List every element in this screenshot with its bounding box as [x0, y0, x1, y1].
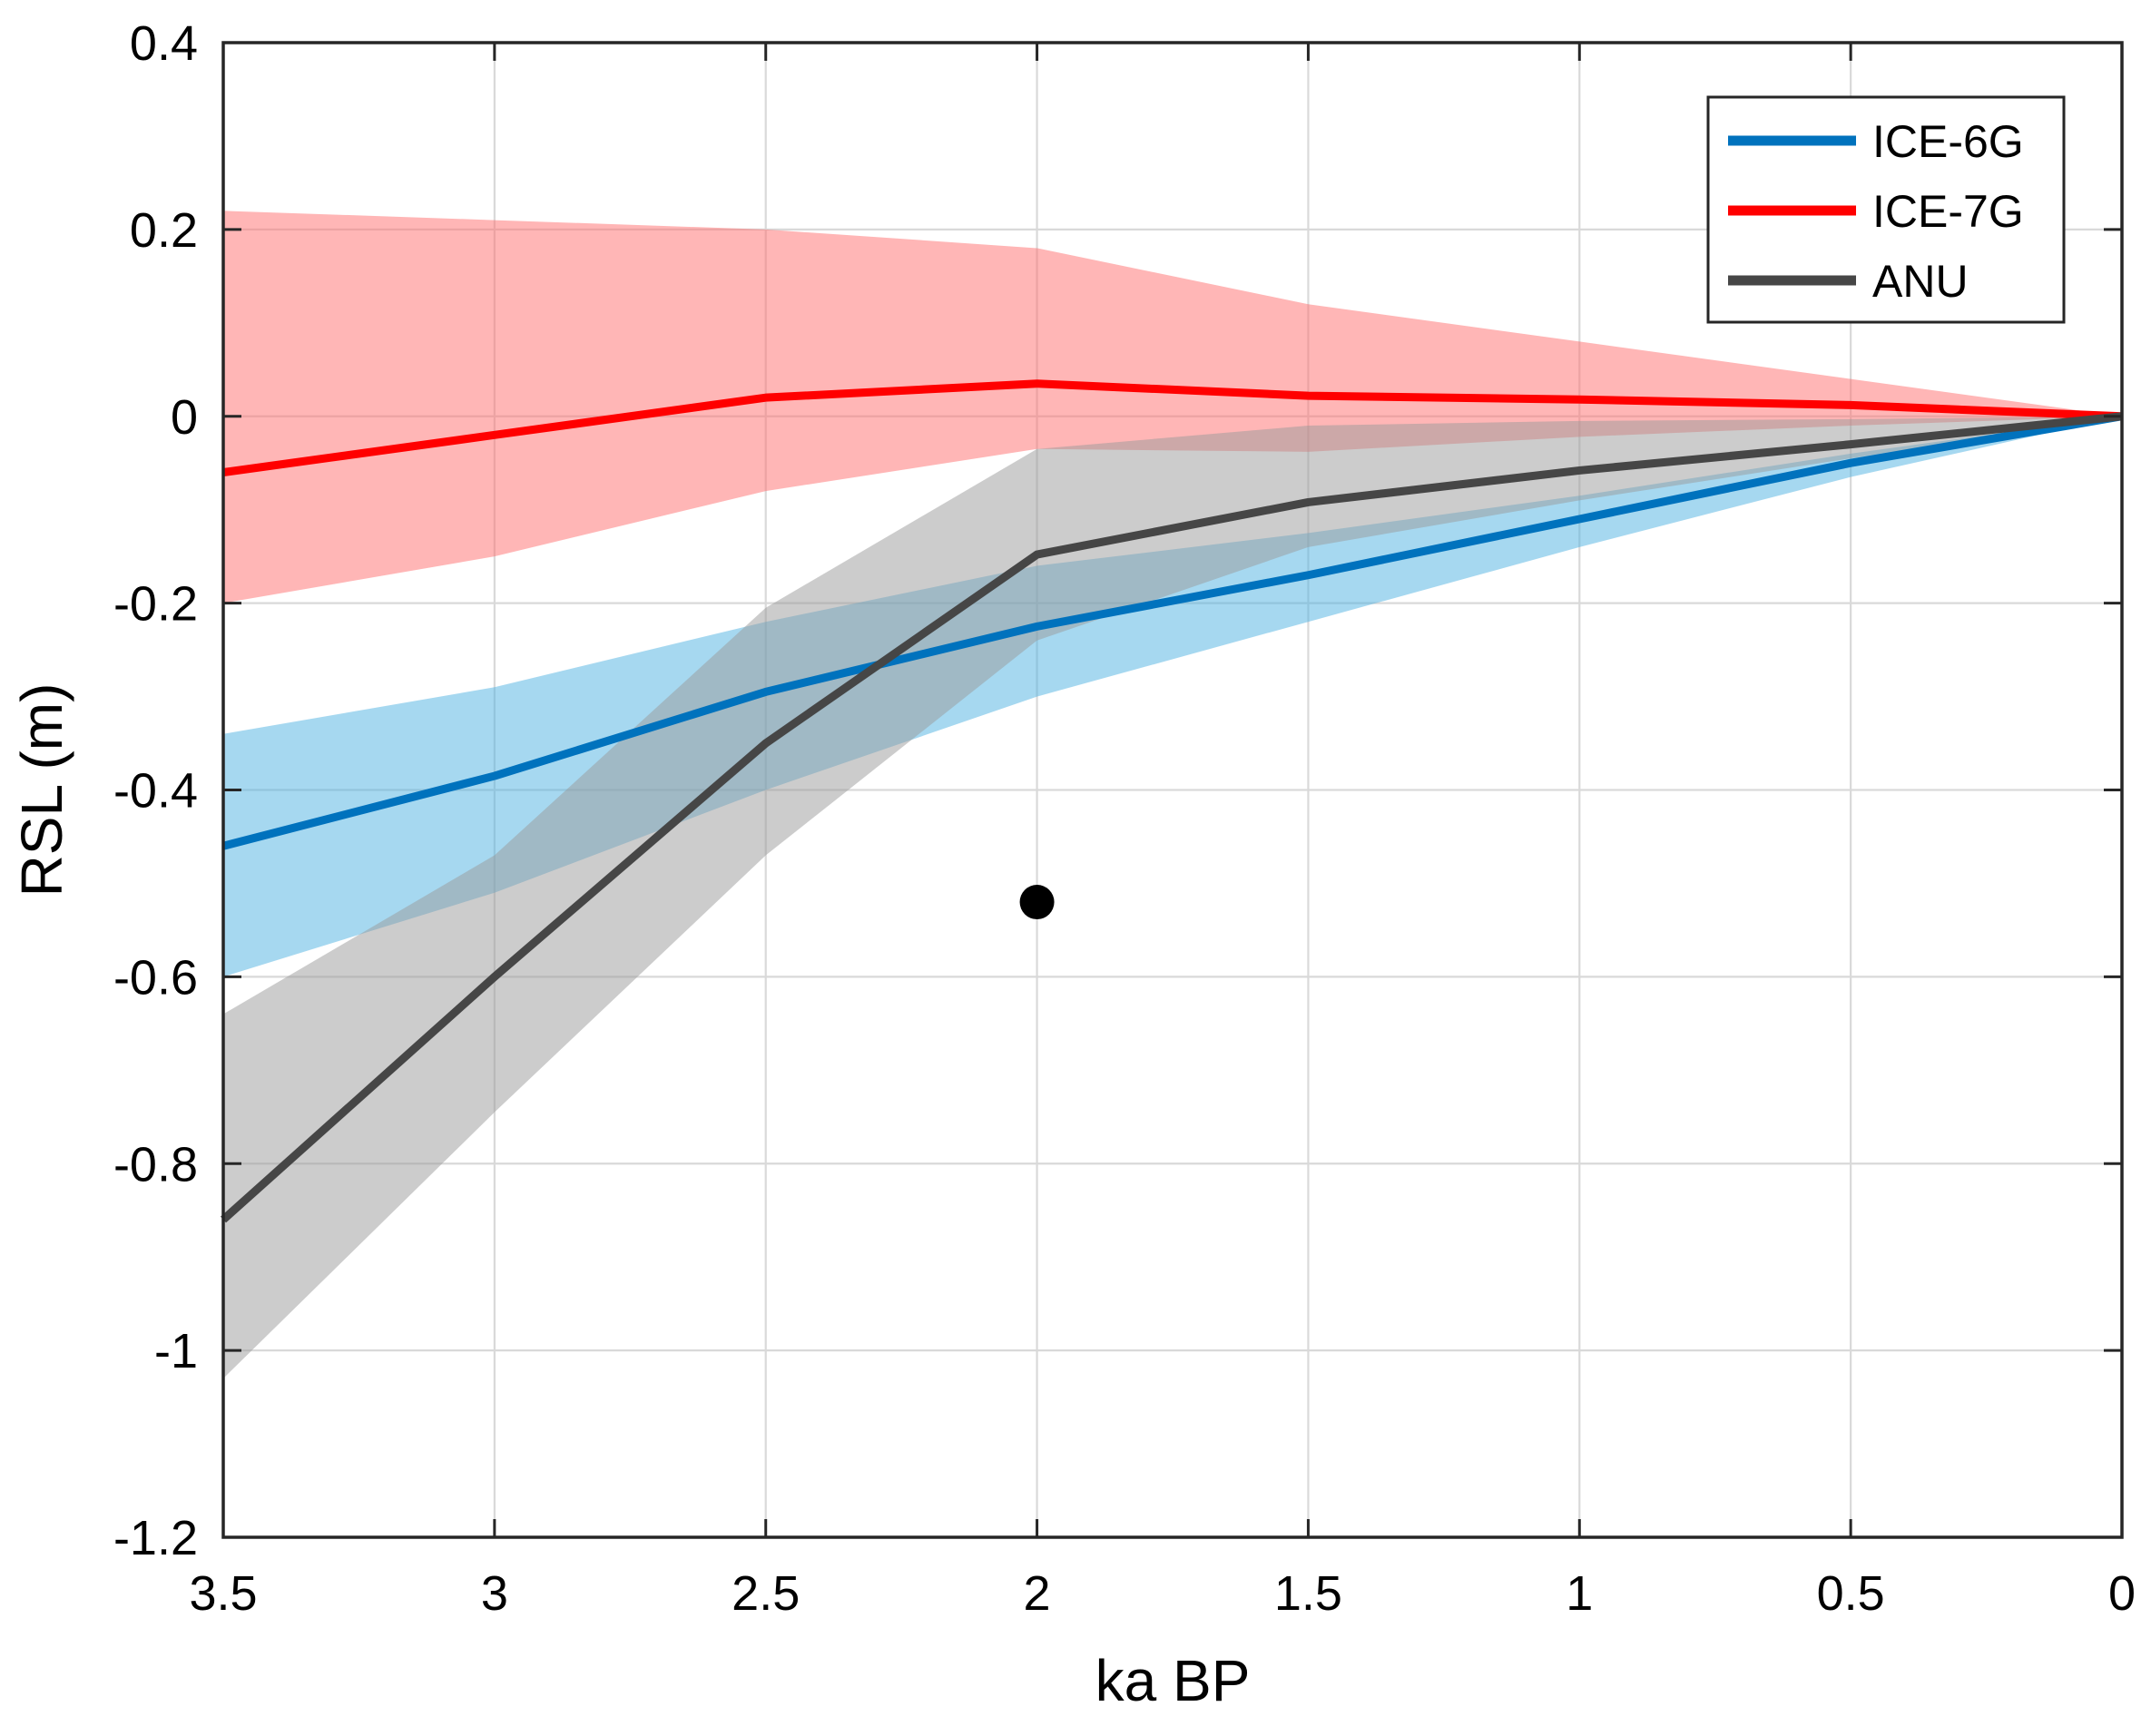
y-tick-label: 0.4	[130, 16, 198, 71]
legend-label-ice-6g: ICE-6G	[1872, 116, 2024, 167]
y-tick-labels: 0.4 0.2 0 -0.2 -0.4 -0.6 -0.8 -1 -1.2	[113, 16, 198, 1565]
band-ice-6g	[223, 416, 2122, 977]
line-ice-7g	[222, 379, 2123, 476]
y-tick-label: -0.4	[113, 764, 198, 819]
legend-label-anu: ANU	[1872, 256, 1969, 307]
x-tick-label: 0.5	[1817, 1566, 1885, 1621]
x-tick-label: 1	[1566, 1566, 1593, 1621]
y-tick-label: -0.8	[113, 1137, 198, 1192]
x-tick-label: 2	[1024, 1566, 1051, 1621]
y-axis-label: RSL (m)	[9, 683, 74, 897]
observation-point	[1019, 885, 1055, 920]
axis-ticks	[221, 41, 2124, 1539]
y-tick-label: 0.2	[130, 203, 198, 258]
y-tick-label: -0.6	[113, 950, 198, 1005]
x-tick-label: 1.5	[1274, 1566, 1342, 1621]
legend-label-ice-7g: ICE-7G	[1872, 186, 2024, 237]
x-axis-label: ka BP	[1095, 1648, 1251, 1713]
uncertainty-bands	[223, 211, 2122, 1379]
y-tick-label: -0.2	[113, 577, 198, 632]
line-anu	[220, 412, 2123, 1223]
observation-points	[1019, 885, 1055, 920]
line-ice-6g	[221, 412, 2123, 850]
y-tick-label: 0	[171, 390, 198, 445]
y-tick-label: -1.2	[113, 1511, 198, 1565]
x-tick-labels: 3.5 3 2.5 2 1.5 1 0.5 0	[189, 1566, 2136, 1621]
y-tick-label: -1	[154, 1324, 198, 1378]
x-tick-label: 3.5	[189, 1566, 257, 1621]
series-lines	[220, 379, 2123, 1223]
legend: ICE-6G ICE-7G ANU	[1706, 95, 2066, 324]
x-tick-label: 3	[481, 1566, 508, 1621]
band-anu	[223, 416, 2122, 1379]
x-tick-label: 2.5	[732, 1566, 800, 1621]
x-tick-label: 0	[2108, 1566, 2136, 1621]
band-ice-7g	[223, 211, 2122, 603]
